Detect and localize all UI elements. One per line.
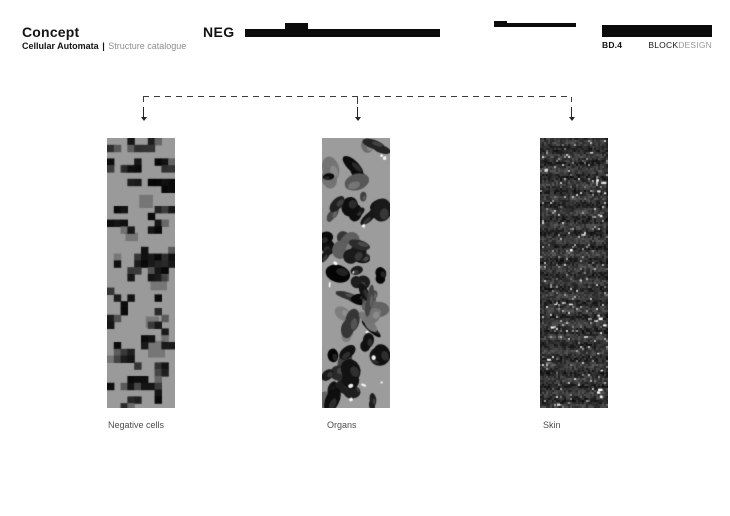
figure-caption: Skin bbox=[543, 420, 561, 430]
title-block: Concept Cellular Automata | Structure ca… bbox=[22, 24, 186, 51]
figure-caption: Organs bbox=[327, 420, 357, 430]
sheet-code: BD.4 bbox=[602, 40, 623, 50]
subtitle-topic: Cellular Automata bbox=[22, 41, 99, 51]
subtitle-separator: | bbox=[102, 41, 105, 51]
subtitle-descriptor: Structure catalogue bbox=[108, 41, 187, 51]
brand-bar bbox=[602, 25, 712, 37]
down-arrow-icon bbox=[354, 107, 361, 121]
page-title: Concept bbox=[22, 24, 80, 40]
brand-block: BD.4 BLOCKDESIGN bbox=[602, 41, 712, 50]
neg-label: NEG bbox=[203, 24, 235, 40]
neg-timeline-bar bbox=[245, 23, 440, 37]
page-subtitle: Cellular Automata | Structure catalogue bbox=[22, 42, 186, 51]
texture-organs bbox=[322, 138, 390, 408]
figure-caption: Negative cells bbox=[108, 420, 165, 430]
texture-negative-cells bbox=[107, 138, 175, 408]
connector-drop-left bbox=[143, 97, 144, 102]
connector-drop-right bbox=[571, 97, 572, 102]
figure-skin: Skin bbox=[540, 138, 608, 430]
figure-organs: Organs bbox=[322, 138, 390, 430]
down-arrow-icon bbox=[568, 107, 575, 121]
neg-timeline-marker bbox=[285, 23, 308, 29]
brand-name: BLOCKDESIGN bbox=[648, 41, 712, 50]
connector-dashed-line bbox=[143, 96, 572, 97]
brand-name-bold: BLOCK bbox=[648, 40, 679, 50]
figure-negative-cells: Negative cells bbox=[107, 138, 175, 430]
texture-skin bbox=[540, 138, 608, 408]
connector-drop-center bbox=[357, 97, 358, 104]
secondary-bar bbox=[494, 21, 576, 27]
down-arrow-icon bbox=[140, 107, 147, 121]
brand-name-light: DESIGN bbox=[678, 40, 712, 50]
